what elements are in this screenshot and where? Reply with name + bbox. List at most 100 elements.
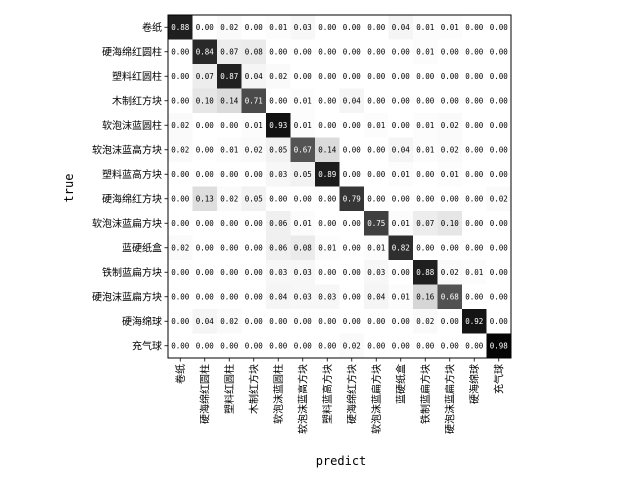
heatmap-cell <box>290 137 316 163</box>
heatmap-cell <box>364 137 389 163</box>
cell-value-label: 0.00 <box>490 317 509 326</box>
cell-value-label: 0.00 <box>490 47 509 56</box>
y-tick-label: 铁制蓝扁方块 <box>102 266 162 279</box>
heatmap-cell <box>315 309 340 334</box>
heatmap-cell <box>462 260 487 285</box>
heatmap-cell <box>486 309 512 334</box>
cell-value-label: 0.84 <box>196 47 215 56</box>
cell-value-label: 0.02 <box>220 317 238 326</box>
cell-value-label: 0.00 <box>196 145 215 154</box>
cell-value-label: 0.00 <box>343 317 362 326</box>
heatmap-cell <box>266 39 291 65</box>
heatmap-cell <box>437 39 463 65</box>
heatmap-cell <box>339 113 365 138</box>
heatmap-cell <box>315 235 340 261</box>
heatmap-cell <box>217 137 242 163</box>
cell-value-label: 0.00 <box>367 170 386 179</box>
heatmap-cell <box>315 260 340 285</box>
y-tick-label: 软泡沫蓝扁方块 <box>92 217 162 230</box>
heatmap-cell <box>217 235 242 261</box>
cell-value-label: 0.00 <box>392 341 411 350</box>
heatmap-cell <box>364 88 389 114</box>
cell-value-label: 0.04 <box>343 96 362 105</box>
heatmap-cell <box>413 162 438 187</box>
cell-value-label: 0.00 <box>490 72 509 81</box>
heatmap-cell <box>192 235 218 261</box>
cell-value-label: 0.79 <box>343 194 361 203</box>
cell-value-label: 0.71 <box>245 96 263 105</box>
x-tick-label: 软泡沫蓝高方块 <box>296 364 309 434</box>
cell-value-label: 0.08 <box>294 243 313 252</box>
y-axis-ticks: 卷纸硬海绵红圆柱塑料红圆柱木制红方块软泡沫蓝圆柱软泡沫蓝高方块塑料蓝高方块硬海绵… <box>92 21 168 352</box>
cell-value-label: 0.03 <box>367 268 385 277</box>
heatmap-cell <box>241 39 267 65</box>
heatmap-cell <box>339 162 365 187</box>
cell-value-label: 0.88 <box>416 268 435 277</box>
heatmap-cell <box>241 235 267 261</box>
heatmap-cell <box>266 235 291 261</box>
x-tick-label: 软泡沫蓝圆柱 <box>272 364 285 424</box>
cell-value-label: 0.00 <box>343 121 362 130</box>
cell-value-label: 0.00 <box>367 72 386 81</box>
heatmap-cell <box>315 162 340 187</box>
cell-value-label: 0.01 <box>294 121 312 130</box>
heatmap-cell <box>413 235 438 261</box>
cell-value-label: 0.00 <box>171 194 190 203</box>
cell-value-label: 0.00 <box>269 317 288 326</box>
cell-value-label: 0.00 <box>171 47 190 56</box>
cell-value-label: 0.00 <box>392 96 411 105</box>
cell-value-label: 0.00 <box>416 72 435 81</box>
heatmap-cell <box>217 333 242 359</box>
heatmap-cell <box>168 260 193 285</box>
heatmap-cell <box>486 333 512 359</box>
heatmap-cell <box>168 211 193 236</box>
x-tick-label: 卷纸 <box>174 364 187 384</box>
heatmap-cell <box>192 260 218 285</box>
cell-value-label: 0.00 <box>245 268 264 277</box>
heatmap-cell <box>437 137 463 163</box>
cell-value-label: 0.00 <box>269 194 288 203</box>
heatmap-cell <box>364 39 389 65</box>
cell-value-label: 0.00 <box>392 72 411 81</box>
heatmap-cell <box>388 186 414 212</box>
heatmap-cell <box>217 88 242 114</box>
cell-value-label: 0.00 <box>220 292 239 301</box>
cell-value-label: 0.00 <box>343 243 362 252</box>
heatmap-cell <box>413 88 438 114</box>
cell-value-label: 0.13 <box>196 194 214 203</box>
cell-value-label: 0.00 <box>465 96 484 105</box>
cell-value-label: 0.00 <box>196 341 215 350</box>
heatmap-cell <box>462 15 487 40</box>
heatmap-cell <box>364 284 389 310</box>
heatmap-cell <box>486 113 512 138</box>
cell-value-label: 0.00 <box>294 194 313 203</box>
cell-value-label: 0.00 <box>416 194 435 203</box>
cell-value-label: 0.00 <box>490 145 509 154</box>
cell-value-label: 0.00 <box>171 96 190 105</box>
heatmap-cell <box>290 88 316 114</box>
heatmap-cell <box>315 211 340 236</box>
heatmap-cell <box>339 260 365 285</box>
y-tick-label: 硬海绵红圆柱 <box>102 45 162 58</box>
heatmap-cell <box>437 15 463 40</box>
heatmap-cell <box>192 39 218 65</box>
y-tick-label: 硬海绵球 <box>122 315 162 328</box>
cell-value-label: 0.01 <box>392 292 410 301</box>
cell-value-label: 0.00 <box>294 317 313 326</box>
cell-value-label: 0.00 <box>343 292 362 301</box>
heatmap-cell <box>462 309 487 334</box>
x-tick-label: 塑料红圆柱 <box>223 364 236 414</box>
cell-value-label: 0.02 <box>343 341 361 350</box>
cell-value-label: 0.00 <box>441 194 460 203</box>
cell-value-label: 0.00 <box>465 145 484 154</box>
cell-value-label: 0.01 <box>441 170 459 179</box>
cell-value-label: 0.00 <box>196 121 215 130</box>
heatmap-cell <box>486 15 512 40</box>
cell-value-label: 0.00 <box>416 96 435 105</box>
heatmap-cell <box>290 284 316 310</box>
cell-value-label: 0.00 <box>343 268 362 277</box>
cell-value-label: 0.00 <box>318 219 337 228</box>
cell-value-label: 0.00 <box>245 341 264 350</box>
heatmap-cell <box>486 137 512 163</box>
heatmap-cell <box>192 333 218 359</box>
